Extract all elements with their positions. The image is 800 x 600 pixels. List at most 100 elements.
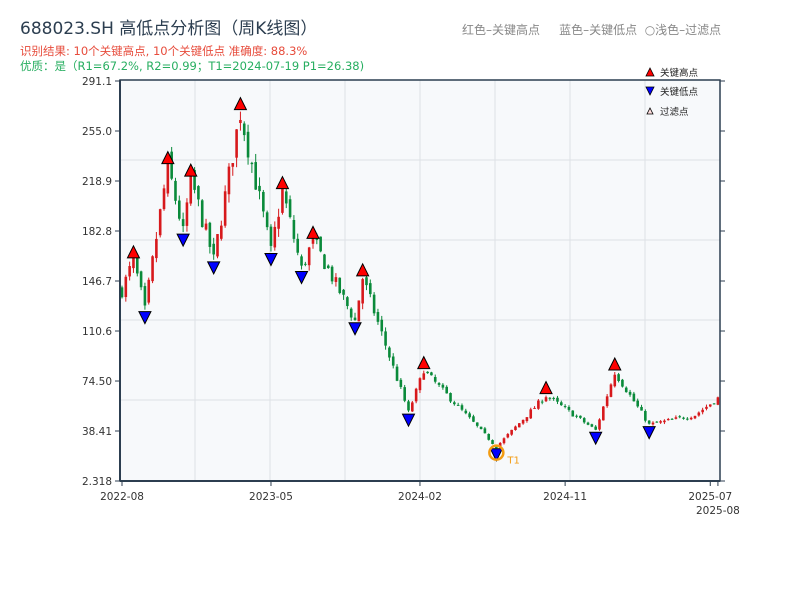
candle-down: [349, 308, 353, 318]
candle-up: [659, 421, 662, 423]
key-low-marker-icon: [401, 413, 416, 428]
candle-down: [407, 401, 410, 411]
candle-down: [590, 424, 594, 427]
candle-down: [388, 347, 391, 358]
candle-up: [132, 254, 135, 269]
candle-up: [189, 168, 193, 204]
y-tick-label: 74.50: [82, 376, 112, 388]
candle-down: [636, 400, 639, 407]
candle-up: [414, 388, 418, 402]
x-tick-label: 2024-11: [543, 491, 587, 503]
candle-down: [120, 287, 124, 298]
candle-up: [223, 191, 227, 226]
candle-up: [185, 202, 189, 226]
y-tick-label: 291.1: [82, 76, 112, 88]
candle-down: [475, 422, 479, 426]
candle-down: [399, 379, 403, 387]
candle-up: [598, 419, 601, 430]
y-tick-label: 218.9: [82, 176, 112, 188]
candle-down: [292, 219, 296, 239]
candle-up: [166, 156, 170, 194]
candle-down: [712, 403, 716, 405]
x-tick-label: 2025-08: [696, 505, 740, 517]
candle-down: [319, 236, 322, 252]
candle-down: [460, 405, 464, 410]
y-tick-label: 146.7: [82, 276, 112, 288]
candle-down: [250, 162, 254, 165]
candle-up: [697, 412, 701, 416]
candle-up: [231, 163, 235, 167]
candle-up: [533, 407, 536, 409]
candle-down: [300, 256, 303, 266]
candle-down: [441, 384, 445, 388]
candle-down: [640, 406, 643, 411]
candle-down: [487, 433, 491, 440]
candle-up: [411, 402, 414, 412]
candle-down: [479, 426, 483, 430]
candle-down: [384, 331, 387, 346]
key-high-marker-icon: [275, 175, 290, 190]
candle-down: [212, 243, 215, 255]
candle-down: [143, 286, 147, 306]
candle-down: [644, 411, 647, 421]
candle-down: [617, 374, 620, 381]
candle-down: [353, 317, 357, 321]
candle-up: [124, 276, 128, 298]
y-tick-label: 110.6: [82, 326, 112, 338]
key-low-marker-icon: [138, 311, 152, 325]
candle-up: [220, 225, 223, 239]
candle-down: [453, 402, 456, 405]
candle-up: [235, 129, 238, 158]
y-tick-label: 182.8: [82, 226, 112, 238]
candle-down: [304, 263, 307, 265]
candle-down: [483, 428, 487, 434]
candle-down: [288, 199, 292, 218]
candle-down: [178, 200, 181, 219]
candle-down: [586, 422, 590, 425]
candle-up: [204, 223, 208, 230]
x-tick-label: 2023-05: [249, 491, 293, 503]
candle-down: [246, 131, 250, 158]
candle-down: [269, 226, 273, 246]
key-low-marker-icon: [642, 426, 656, 440]
candle-down: [365, 277, 368, 286]
t1-label: T1: [506, 456, 519, 467]
x-tick-label: 2022-08: [100, 491, 144, 503]
candle-down: [372, 294, 376, 314]
candle-down: [135, 258, 139, 274]
x-tick-label: 2024-02: [398, 491, 442, 503]
legend-label-low: 关键低点: [660, 86, 699, 98]
candle-up: [307, 247, 311, 266]
key-low-marker-icon: [206, 261, 221, 275]
candle-down: [682, 417, 685, 419]
candle-down: [296, 238, 300, 253]
y-tick-label: 38.41: [82, 426, 112, 438]
candle-up: [517, 423, 521, 428]
candle-up: [609, 384, 613, 397]
candle-down: [254, 162, 257, 190]
candle-down: [181, 219, 185, 227]
key-high-marker-icon: [416, 355, 431, 370]
candle-down: [670, 418, 674, 420]
y-tick-label: 255.0: [82, 126, 112, 138]
candle-down: [262, 191, 265, 212]
candle-down: [632, 393, 636, 402]
candle-up: [334, 277, 338, 282]
candle-up: [666, 419, 670, 421]
candle-down: [391, 356, 395, 366]
quality-summary: 优质：是（R1=67.2%, R2=0.99；T1=2024-07-19 P1=…: [20, 59, 365, 73]
candle-down: [139, 271, 143, 288]
key-low-marker-icon: [588, 431, 603, 446]
candle-down: [445, 386, 448, 394]
key-low-marker-icon: [294, 271, 309, 285]
candle-up: [227, 166, 231, 195]
key-high-marker-icon: [355, 262, 370, 277]
candle-up: [529, 409, 533, 419]
candle-up: [281, 187, 284, 213]
candle-down: [621, 379, 624, 387]
candle-down: [540, 401, 544, 403]
candle-down: [548, 397, 552, 399]
candle-down: [193, 169, 196, 190]
